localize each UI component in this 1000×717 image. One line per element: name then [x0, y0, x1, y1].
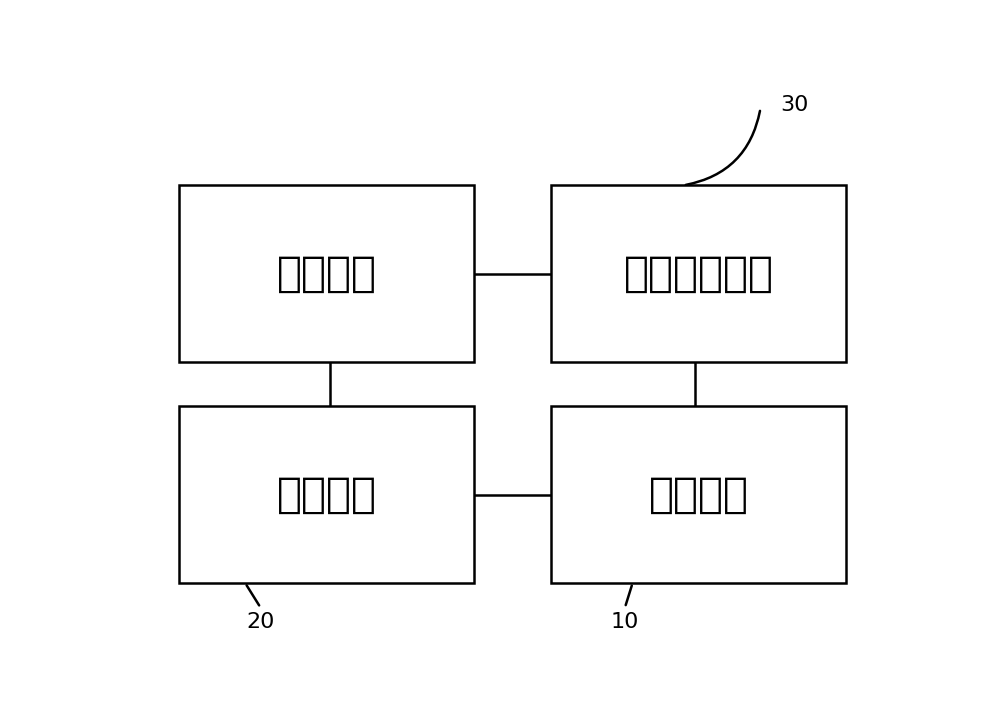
Text: 反馈模块: 反馈模块	[276, 474, 376, 516]
Text: 10: 10	[611, 612, 639, 632]
Text: 窗帘电机: 窗帘电机	[276, 253, 376, 295]
Text: 控制模块: 控制模块	[648, 474, 748, 516]
Bar	[551, 186, 846, 362]
Text: 30: 30	[780, 95, 808, 115]
Text: 20: 20	[246, 612, 275, 632]
Bar	[551, 407, 846, 583]
Text: 电机输出模块: 电机输出模块	[624, 253, 774, 295]
Bar	[179, 186, 474, 362]
Bar	[179, 407, 474, 583]
